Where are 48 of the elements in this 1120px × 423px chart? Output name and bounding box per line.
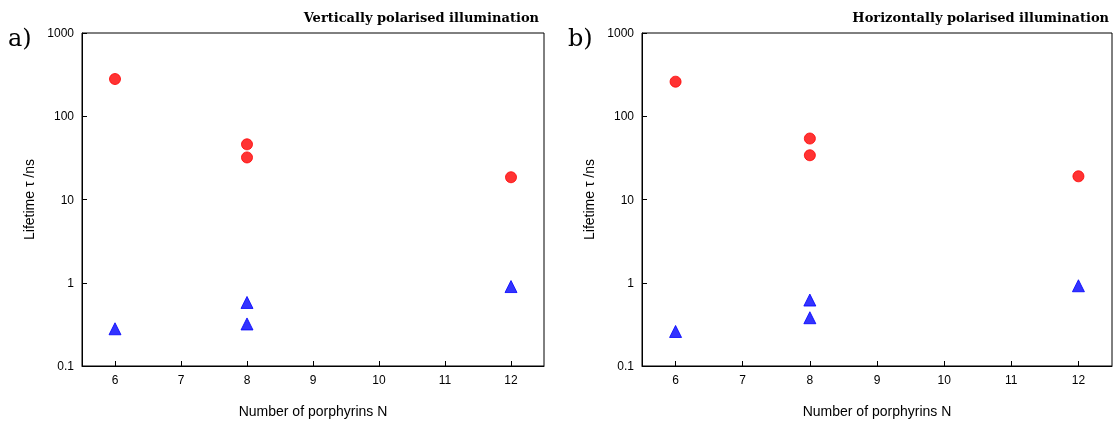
point [803, 293, 817, 307]
point [504, 280, 518, 294]
x-tick-label: 7 [739, 373, 747, 387]
point [505, 171, 517, 184]
point [240, 317, 254, 331]
x-axis-title: Number of porphyrins N [238, 403, 388, 419]
point [803, 132, 816, 145]
x-tick-label: 9 [309, 373, 317, 387]
y-tick-label: 0.1 [57, 359, 75, 373]
x-tick-label: 12 [1071, 373, 1086, 387]
x-tick-label: 10 [372, 373, 386, 387]
x-tick-label: 9 [873, 373, 881, 387]
x-tick-label: 11 [438, 373, 452, 387]
y-tick-label: 100 [613, 109, 635, 124]
point [803, 311, 817, 325]
chart-title: Vertically polarised illumination [302, 10, 540, 25]
point [109, 73, 121, 86]
text: a) [8, 24, 32, 52]
x-tick-label: 8 [806, 373, 814, 387]
point [803, 149, 816, 162]
y-tick-label: 10 [60, 192, 75, 207]
point [240, 295, 254, 309]
y-tick-label: 100 [53, 109, 75, 124]
x-tick-label: 11 [1005, 373, 1018, 387]
point [241, 151, 253, 164]
y-tick-label: 1000 [47, 26, 75, 40]
y-tick-label: 10 [620, 192, 635, 207]
point [1072, 170, 1085, 183]
x-tick-label: 6 [672, 373, 680, 387]
y-tick-label: 1000 [607, 26, 635, 40]
y-axis-title: Lifetime τ /ns [21, 158, 38, 241]
point [1071, 279, 1085, 293]
point [669, 324, 683, 338]
point [108, 322, 122, 336]
x-axis-title: Number of porphyrins N [802, 403, 952, 419]
y-tick-label: 1 [627, 275, 635, 290]
chart-title: Horizontally polarised illumination [852, 10, 1110, 25]
y-tick-label: 0.1 [617, 359, 635, 373]
y-axis-title: Lifetime τ /ns [581, 158, 598, 241]
y-tick-label: 1 [67, 275, 75, 290]
x-tick-label: 12 [504, 373, 518, 387]
x-tick-label: 6 [111, 373, 119, 387]
point [669, 75, 682, 88]
text: b) [568, 24, 593, 52]
x-tick-label: 10 [937, 373, 952, 387]
point [241, 138, 253, 151]
x-tick-label: 8 [243, 373, 251, 387]
x-tick-label: 7 [177, 373, 185, 387]
